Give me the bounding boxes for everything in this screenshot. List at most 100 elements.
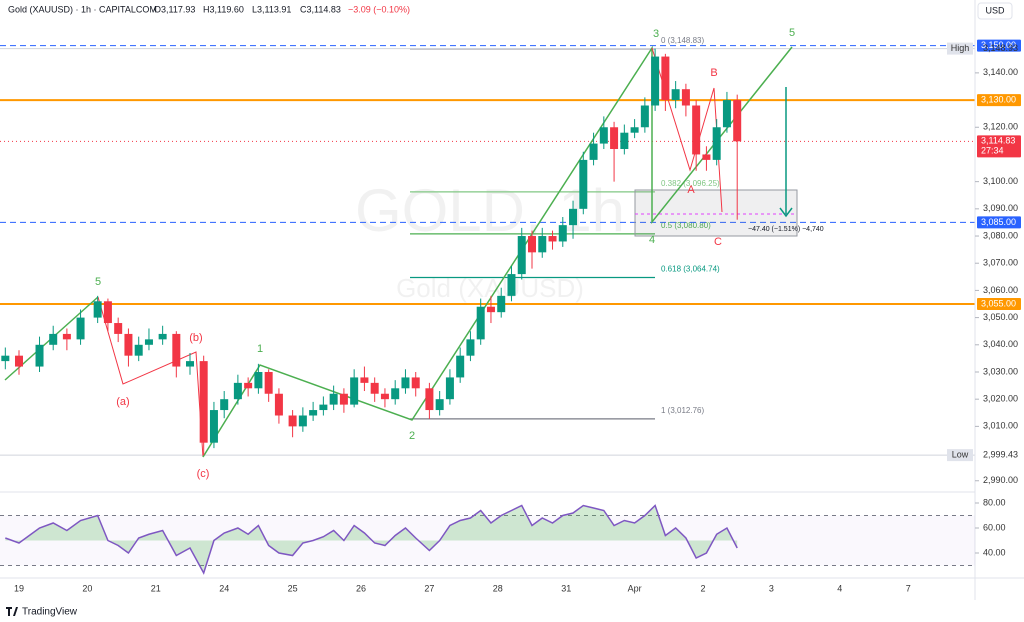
- candle-body: [233, 382, 242, 400]
- ohlc-open: O3,117.93: [154, 4, 195, 14]
- x-tick-label: 27: [424, 583, 434, 593]
- candle-body: [630, 127, 639, 133]
- candle-body: [1, 355, 10, 362]
- candle-body: [528, 236, 536, 253]
- candle-body: [486, 306, 495, 313]
- y-tick-label: 3,140.00: [983, 67, 1018, 77]
- wave-label: 3: [653, 28, 659, 40]
- y-tick-label: 3,040.00: [983, 339, 1018, 349]
- y-tick-label: 2,990.00: [983, 475, 1018, 485]
- candle-body: [517, 236, 526, 275]
- candle-body: [309, 410, 318, 416]
- candle-body: [114, 323, 123, 334]
- candle-body: [497, 295, 506, 313]
- extreme-tag: Low: [952, 449, 969, 459]
- candle-body: [640, 105, 649, 128]
- candle-body: [254, 371, 263, 389]
- candle-body: [435, 399, 444, 411]
- candle-body: [722, 100, 731, 128]
- extreme-tag-bg: [947, 42, 973, 55]
- arrow-head: [779, 207, 793, 218]
- wave-label: 4: [649, 234, 655, 246]
- y-tick-label: 3,050.00: [983, 312, 1018, 322]
- candle-body: [599, 127, 608, 144]
- candle-body: [712, 127, 721, 160]
- price-badge-label: 3,055.00: [981, 298, 1016, 308]
- wave-label: (a): [116, 396, 129, 408]
- candle-body: [507, 274, 516, 296]
- x-tick-label: 20: [82, 583, 92, 593]
- wave-label: 5: [95, 276, 101, 288]
- wave-label: 5: [789, 27, 795, 39]
- currency-button[interactable]: [977, 2, 1013, 20]
- rsi-tick-label: 60.00: [983, 522, 1006, 532]
- candle-body: [329, 393, 338, 405]
- symbol-title: Gold (XAUUSD) · 1h · CAPITALCOM: [8, 4, 157, 14]
- brand-logo: [6, 607, 18, 616]
- candle-body: [425, 388, 434, 411]
- price-badge: [977, 135, 1021, 158]
- brand: TradingView: [22, 607, 78, 618]
- candle-body: [661, 56, 670, 101]
- candle-body: [220, 399, 229, 411]
- rsi-tick-label: 40.00: [983, 547, 1006, 557]
- candle-body: [548, 236, 557, 242]
- x-tick-label: 25: [288, 583, 298, 593]
- candle-body: [144, 339, 153, 345]
- fib-label: 0.5 (3,080.80): [661, 221, 711, 230]
- candle-body: [93, 301, 102, 318]
- rsi-band-fill: [0, 515, 975, 566]
- candle-body: [476, 306, 485, 340]
- candle-body: [274, 393, 283, 416]
- candle-body: [134, 344, 143, 356]
- candle-body: [209, 410, 218, 443]
- measure-box: [634, 189, 798, 237]
- ohlc-change: −3.09 (−0.10%): [348, 4, 410, 14]
- ohlc-close: C3,114.83: [300, 4, 341, 14]
- x-tick-label: 19: [14, 583, 24, 593]
- candle-body: [15, 355, 23, 367]
- candle-body: [569, 208, 578, 226]
- price-badge-label: 3,114.83: [981, 136, 1015, 146]
- candle-body: [589, 143, 598, 160]
- candle-body: [339, 393, 348, 405]
- y-tick-label: 3,060.00: [983, 285, 1018, 295]
- candle-body: [158, 333, 167, 340]
- rsi-line: [5, 504, 738, 575]
- x-tick-label: 26: [356, 583, 366, 593]
- fib-label: 0.382 (3,096.25): [661, 179, 720, 188]
- y-tick-label: 3,080.00: [983, 230, 1018, 240]
- fib-label: 0.618 (3,064.74): [661, 265, 720, 274]
- candle-body: [445, 377, 454, 400]
- candle-body: [186, 361, 194, 367]
- price-badge-label: 3,085.00: [981, 217, 1016, 227]
- wave-label: 2: [409, 430, 415, 442]
- x-tick-label: 31: [561, 583, 571, 593]
- wave-label: C: [714, 236, 722, 248]
- candle-body: [319, 404, 328, 411]
- ohlc-low: L3,113.91: [252, 4, 291, 14]
- candle-body: [62, 333, 71, 340]
- candle-body: [620, 132, 629, 150]
- candle-body: [692, 105, 701, 155]
- candle-body: [671, 89, 680, 101]
- candle-body: [35, 344, 44, 367]
- x-tick-label: 3: [769, 583, 774, 593]
- currency[interactable]: USD: [985, 5, 1005, 15]
- candle-body: [380, 393, 389, 400]
- candle-body: [558, 225, 567, 242]
- wave-label: B: [710, 67, 717, 79]
- candle-body: [244, 382, 253, 389]
- wave-label: 1: [257, 343, 263, 355]
- candle-body: [350, 377, 359, 405]
- fib-label: 0 (3,148.83): [661, 36, 704, 45]
- candle-body: [733, 100, 742, 142]
- candle-body: [103, 301, 112, 324]
- y-tick-label: 3,090.00: [983, 203, 1018, 213]
- x-tick-label: 28: [493, 583, 503, 593]
- candle-body: [681, 89, 690, 106]
- wave-label: (c): [197, 468, 210, 480]
- x-tick-label: Apr: [628, 583, 642, 593]
